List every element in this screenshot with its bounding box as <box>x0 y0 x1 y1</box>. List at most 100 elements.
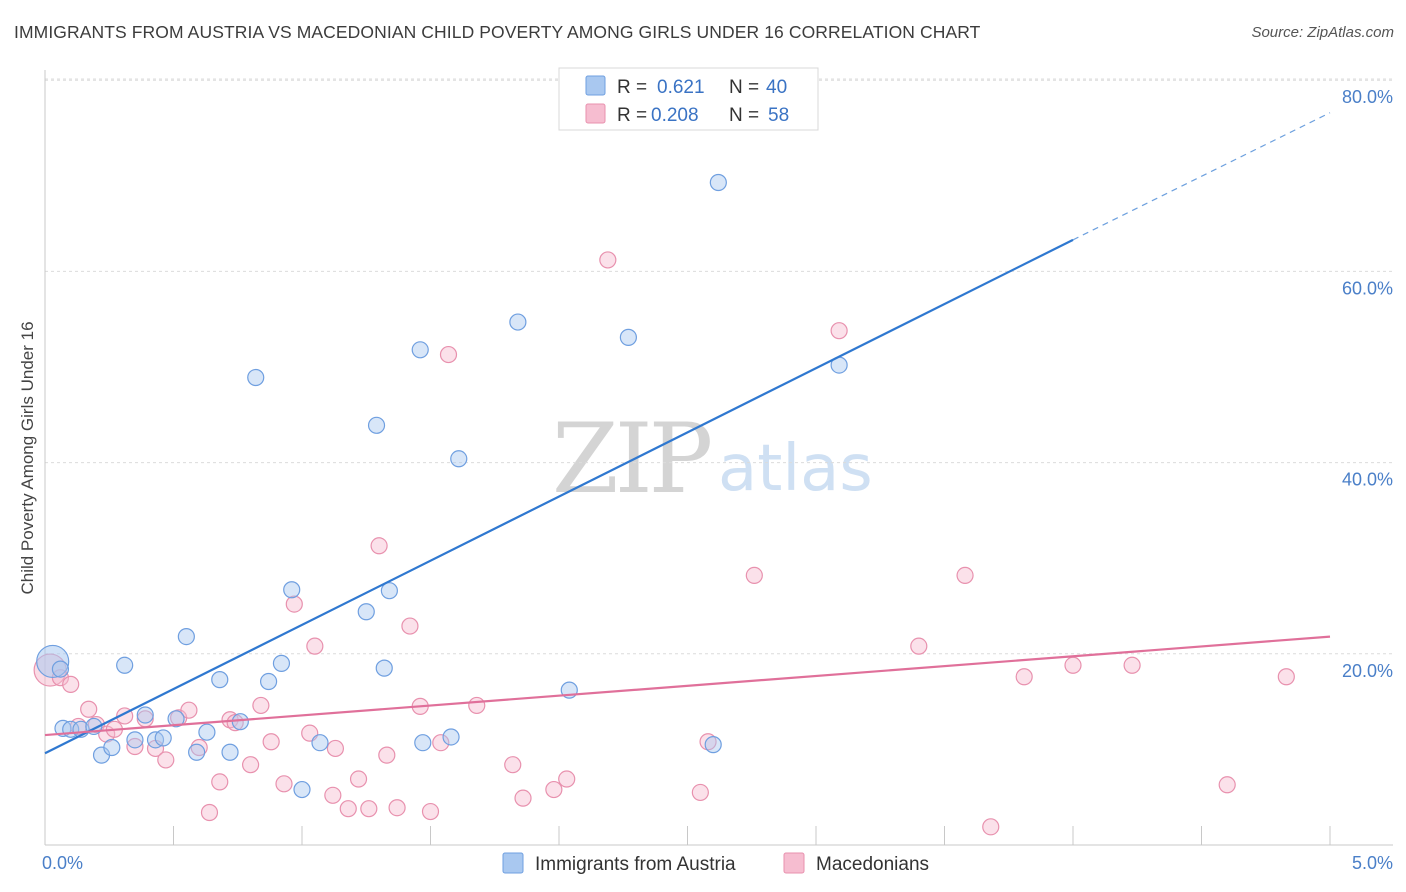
austria-point <box>272 654 291 672</box>
y-tick-labels: 20.0% 40.0% 60.0% 80.0% <box>1342 87 1393 681</box>
macedonian-point <box>339 800 357 818</box>
watermark-atlas: atlas <box>718 432 873 506</box>
x-tick-label-min: 0.0% <box>42 853 83 873</box>
austria-trend-line <box>44 238 1074 755</box>
y-tick-label: 40.0% <box>1342 470 1393 490</box>
macedonian-point <box>242 756 260 774</box>
legend-r-value-macedonian: 0.208 <box>651 105 699 126</box>
macedonian-point <box>956 566 974 585</box>
macedonian-point <box>211 773 229 791</box>
austria-point <box>198 723 216 741</box>
austria-point <box>414 734 432 752</box>
y-axis-label: Child Poverty Among Girls Under 16 <box>18 321 37 594</box>
austria-point <box>283 581 301 599</box>
macedonian-point <box>126 737 144 756</box>
austria-point <box>259 672 278 691</box>
macedonian-point <box>62 675 80 693</box>
y-tick-label: 60.0% <box>1342 278 1393 298</box>
chart-source: Source: ZipAtlas.com <box>1251 24 1394 41</box>
austria-point <box>188 743 206 761</box>
austria-point <box>704 736 722 754</box>
austria-point <box>177 627 195 646</box>
austria-point <box>450 450 468 468</box>
macedonian-point <box>360 800 378 818</box>
watermark-zip: ZIP <box>552 403 711 515</box>
x-tick-marks <box>44 826 1331 845</box>
y-tick-label: 20.0% <box>1342 661 1393 681</box>
x-tick-label-max: 5.0% <box>1352 853 1393 873</box>
macedonian-point <box>1218 776 1236 794</box>
macedonian-trend-line <box>44 635 1331 737</box>
macedonian-point <box>378 746 396 764</box>
austria-point <box>411 341 429 359</box>
macedonian-point <box>1015 668 1033 686</box>
legend-r-label-macedonian: R = <box>617 105 647 126</box>
austria-trend-extension <box>1072 112 1331 241</box>
series-legend-label-austria: Immigrants from Austria <box>535 854 736 875</box>
y-tick-label: 80.0% <box>1342 87 1393 107</box>
macedonian-point <box>388 799 406 817</box>
macedonian-point <box>1277 668 1295 686</box>
chart-title: IMMIGRANTS FROM AUSTRIA VS MACEDONIAN CH… <box>14 22 981 42</box>
austria-point <box>367 416 386 434</box>
macedonian-point <box>982 818 1000 836</box>
austria-point <box>126 731 144 749</box>
austria-point <box>619 328 637 346</box>
series-legend: Immigrants from Austria Macedonians <box>502 852 929 875</box>
austria-point <box>311 734 329 752</box>
macedonian-point <box>432 734 450 752</box>
macedonian-point <box>157 751 175 769</box>
austria-point <box>36 644 70 679</box>
austria-point <box>509 313 527 331</box>
macedonian-point <box>699 733 717 751</box>
macedonian-point <box>200 803 219 822</box>
macedonian-point <box>324 786 342 804</box>
legend-r-label-austria: R = <box>617 77 647 98</box>
legend-n-value-macedonian: 58 <box>768 105 789 126</box>
macedonian-point <box>326 739 345 758</box>
austria-point <box>154 729 172 747</box>
legend-r-value-austria: 0.621 <box>657 77 705 98</box>
macedonian-point <box>285 595 303 613</box>
austria-point <box>51 660 70 678</box>
macedonian-point <box>439 345 458 364</box>
macedonian-point <box>252 696 270 715</box>
austria-point <box>116 656 134 674</box>
legend-n-label-macedonian: N = <box>729 105 759 126</box>
macedonian-point <box>275 775 293 793</box>
legend-n-value-austria: 40 <box>766 77 787 98</box>
legend-n-label-austria: N = <box>729 77 759 98</box>
austria-point <box>231 713 249 731</box>
austria-point <box>442 728 460 746</box>
austria-point <box>103 738 121 757</box>
austria-point <box>247 368 265 387</box>
macedonian-point <box>401 617 419 635</box>
austria-point <box>136 706 154 724</box>
macedonian-point <box>514 789 532 807</box>
macedonian-point <box>349 770 368 788</box>
series-legend-swatch-macedonian <box>783 852 805 874</box>
macedonian-point <box>545 780 563 799</box>
macedonian-point <box>910 637 928 655</box>
macedonian-point <box>1064 656 1082 674</box>
austria-point <box>293 780 311 799</box>
macedonian-point <box>180 701 198 719</box>
austria-point <box>167 710 185 728</box>
macedonian-point <box>306 637 324 655</box>
austria-point <box>357 603 375 621</box>
austria-point <box>709 173 727 192</box>
macedonian-point <box>190 738 208 757</box>
macedonian-points <box>33 251 1295 836</box>
watermark: ZIP atlas <box>552 403 873 515</box>
macedonian-point <box>558 770 576 788</box>
macedonian-point <box>468 696 486 715</box>
macedonian-point <box>80 700 98 718</box>
macedonian-point <box>599 251 617 269</box>
macedonian-point <box>1123 656 1141 674</box>
trend-lines <box>44 112 1331 755</box>
macedonian-point <box>691 783 709 802</box>
macedonian-point <box>370 537 388 555</box>
series-legend-swatch-austria <box>502 852 524 874</box>
macedonian-point <box>262 733 280 751</box>
